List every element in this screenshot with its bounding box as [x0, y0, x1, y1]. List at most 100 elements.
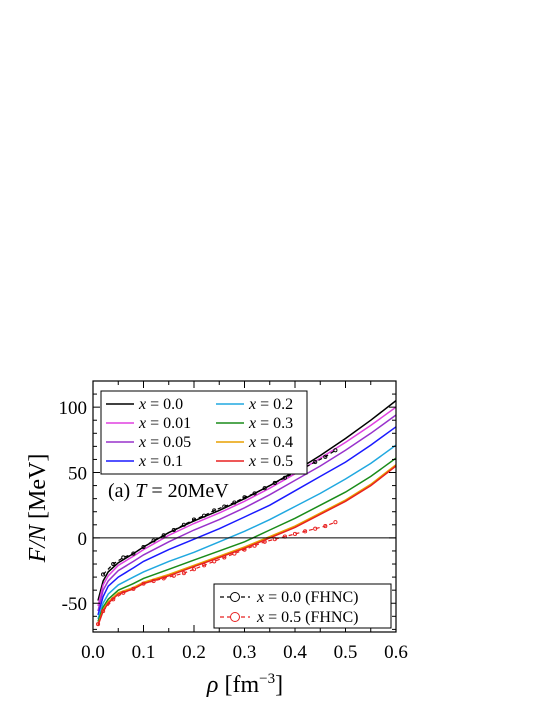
x-tick-label: 0.1: [132, 642, 156, 663]
legend-fhnc: x = 0.0 (FHNC)x = 0.5 (FHNC): [213, 583, 392, 629]
fhnc-point: [313, 526, 318, 531]
fhnc-point: [232, 500, 237, 505]
fhnc-point: [161, 576, 166, 581]
fhnc-point: [242, 495, 247, 500]
x-axis-close: ]: [275, 672, 283, 698]
fhnc-point: [111, 597, 116, 602]
fhnc-point: [151, 578, 156, 584]
legend-main-frame: [100, 390, 308, 475]
legend-label-value: = 0.5 (FHNC): [264, 609, 358, 626]
fhnc-point: [191, 517, 197, 522]
legend-fhnc-marker-0: [230, 592, 240, 602]
legend-label-5: x = 0.3: [248, 415, 293, 432]
fhnc-point: [111, 561, 116, 567]
legend-label-0: x = 0.0: [138, 396, 183, 413]
legend-label-value: = 0.3: [256, 415, 293, 432]
fhnc-point: [191, 567, 197, 572]
legend-label-value: = 0.0 (FHNC): [264, 589, 358, 606]
fhnc-point: [171, 573, 176, 578]
legend-label-7: x = 0.5: [248, 453, 293, 470]
fhnc-point: [131, 551, 136, 556]
fhnc-point: [272, 480, 277, 486]
y-tick-label: 50: [68, 464, 87, 485]
legend-main: x = 0.0x = 0.01x = 0.05x = 0.1x = 0.2x =…: [100, 390, 308, 475]
annotation-rest: = 20MeV: [146, 480, 229, 502]
fhnc-line-1: [97, 521, 336, 625]
legend-label-2: x = 0.05: [138, 434, 191, 451]
fhnc-point: [333, 520, 338, 525]
series-line-3: [97, 426, 397, 616]
legend-label-value: = 0.4: [256, 434, 293, 451]
series-line-2: [97, 414, 397, 612]
legend-label-var: x: [138, 434, 146, 451]
fhnc-point: [252, 543, 257, 548]
x-tick-label: 0.3: [233, 642, 257, 663]
y-tick-label: 0: [78, 529, 88, 550]
fhnc-point: [262, 539, 267, 544]
legend-label-var: x: [138, 396, 146, 413]
legend-label-var: x: [256, 609, 264, 626]
fhnc-point: [161, 533, 166, 538]
legend-label-1: x = 0.01: [138, 415, 191, 432]
fhnc-point: [141, 544, 146, 550]
legend-label-value: = 0.0: [146, 396, 183, 413]
legend-label-var: x: [248, 396, 256, 413]
x-axis-symbol: ρ: [206, 672, 219, 698]
legend-fhnc-marker-1: [230, 612, 240, 622]
legend-label-value: = 0.5: [256, 453, 293, 470]
y-tick-label: -50: [62, 594, 87, 615]
legend-label-var: x: [138, 453, 146, 470]
fhnc-point: [323, 524, 328, 529]
x-tick-label: 0.6: [384, 642, 408, 663]
annotation-var: T: [135, 480, 148, 502]
fhnc-point: [121, 555, 126, 560]
legend-label-var: x: [138, 415, 146, 432]
fhnc-point: [222, 555, 227, 560]
ticks-layer: 0.0 0.1 0.2 0.3 0.4 0.5 0.6 -50 0 50 100: [59, 381, 408, 663]
fhnc-point: [262, 486, 267, 491]
legend-label-6: x = 0.4: [248, 434, 293, 451]
x-tick-label: 0.5: [334, 642, 358, 663]
legend-label-value: = 0.01: [146, 415, 191, 432]
legend-label-var: x: [256, 589, 264, 606]
y-tick-label: 100: [59, 398, 88, 419]
fhnc-point: [292, 531, 298, 537]
series-line-1: [97, 406, 397, 607]
fhnc-point: [232, 551, 237, 556]
fhnc-point: [212, 508, 217, 513]
fhnc-point: [101, 609, 106, 614]
fhnc-point: [171, 527, 176, 533]
fhnc-point: [252, 491, 257, 496]
fhnc-point: [303, 529, 308, 534]
series-line-5: [97, 457, 397, 622]
fhnc-point: [282, 475, 287, 480]
x-axis-exp: −3: [259, 671, 275, 687]
legend-label-value: = 0.2: [256, 396, 293, 413]
fhnc-point: [141, 581, 146, 586]
fhnc-point: [242, 547, 247, 552]
y-axis-title: F/N [MeV]: [25, 454, 51, 564]
series-line-4: [97, 444, 397, 620]
legend-label-var: x: [248, 453, 256, 470]
fhnc-point: [101, 572, 106, 577]
series-line-0: [97, 400, 397, 601]
x-axis-title: ρ [fm−3]: [206, 671, 283, 698]
fhnc-point: [181, 571, 186, 576]
legend-label-4: x = 0.2: [248, 396, 293, 413]
x-tick-label: 0.2: [182, 642, 206, 663]
legend-fhnc-label-1: x = 0.5 (FHNC): [256, 609, 358, 626]
legend-fhnc-label-0: x = 0.0 (FHNC): [256, 589, 358, 606]
legend-fhnc-frame: [213, 583, 392, 629]
fhnc-point: [151, 538, 156, 543]
legend-label-var: x: [248, 415, 256, 432]
legend-label-3: x = 0.1: [138, 453, 183, 470]
fhnc-point: [96, 622, 101, 627]
fhnc-point: [323, 454, 328, 459]
x-tick-label: 0.0: [81, 642, 105, 663]
fhnc-point: [181, 522, 186, 527]
fhnc-point: [222, 504, 227, 509]
fhnc-point: [121, 590, 126, 595]
legend-label-var: x: [248, 434, 256, 451]
legend-label-value: = 0.1: [146, 453, 183, 470]
